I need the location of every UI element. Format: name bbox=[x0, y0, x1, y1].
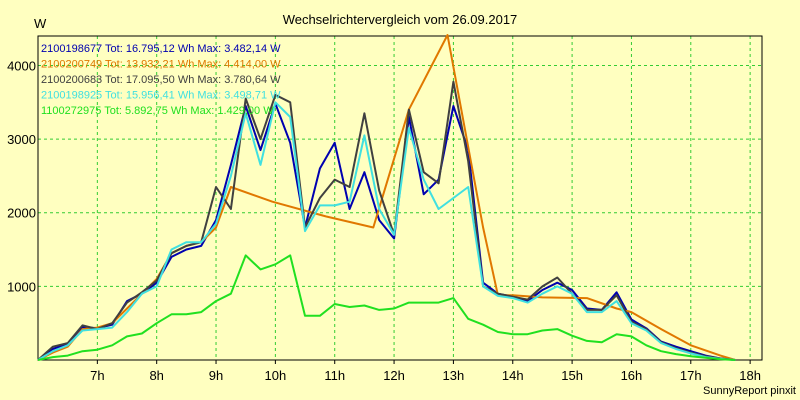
legend-entry-2100200683: 2100200683 Tot: 17.095,50 Wh Max: 3.780,… bbox=[41, 74, 281, 86]
legend-entry-1100272975: 1100272975 Tot: 5.892,75 Wh Max: 1.429,0… bbox=[41, 105, 274, 117]
footer-credit: SunnyReport pinxit bbox=[703, 385, 796, 397]
x-tick-label: 11h bbox=[324, 368, 345, 383]
x-tick-label: 15h bbox=[561, 368, 583, 383]
x-tick-label: 17h bbox=[680, 368, 702, 383]
x-tick-label: 12h bbox=[383, 368, 405, 383]
y-axis-unit-label: W bbox=[34, 16, 47, 31]
series-lines bbox=[37, 34, 736, 361]
chart-title: Wechselrichtervergleich vom 26.09.2017 bbox=[283, 12, 518, 27]
x-tick-label: 10h bbox=[265, 368, 287, 383]
series-line-2100198925 bbox=[37, 101, 736, 361]
legend-entry-2100198677: 2100198677 Tot: 16.795,12 Wh Max: 3.482,… bbox=[41, 43, 281, 55]
series-line-2100198677 bbox=[37, 102, 736, 361]
x-tick-label: 18h bbox=[739, 368, 761, 383]
x-tick-label: 14h bbox=[502, 368, 524, 383]
x-tick-label: 13h bbox=[443, 368, 465, 383]
legend-entry-2100198925: 2100198925 Tot: 15.956,41 Wh Max: 3.498,… bbox=[41, 90, 281, 102]
series-line-2100200683 bbox=[37, 80, 736, 361]
series-line-1100272975 bbox=[37, 254, 736, 361]
y-tick-label: 1000 bbox=[7, 279, 36, 294]
x-tick-label: 16h bbox=[621, 368, 643, 383]
y-tick-label: 4000 bbox=[7, 58, 36, 73]
y-tick-label: 3000 bbox=[7, 132, 36, 147]
y-axis-ticks: 1000 2000 3000 4000 bbox=[7, 58, 36, 294]
y-tick-label: 2000 bbox=[7, 206, 36, 221]
x-tick-label: 7h bbox=[90, 368, 104, 383]
plot-frame bbox=[37, 35, 763, 361]
legend: 2100198677 Tot: 16.795,12 Wh Max: 3.482,… bbox=[41, 43, 281, 117]
x-tick-label: 8h bbox=[149, 368, 163, 383]
legend-entry-2100200749: 2100200749 Tot: 13.932,21 Wh Max: 4.414,… bbox=[41, 59, 281, 71]
x-axis-ticks: 7h 8h 9h 10h 11h 12h 13h 14h 15h 16h 17h 18h bbox=[90, 360, 761, 383]
x-tick-label: 9h bbox=[209, 368, 223, 383]
